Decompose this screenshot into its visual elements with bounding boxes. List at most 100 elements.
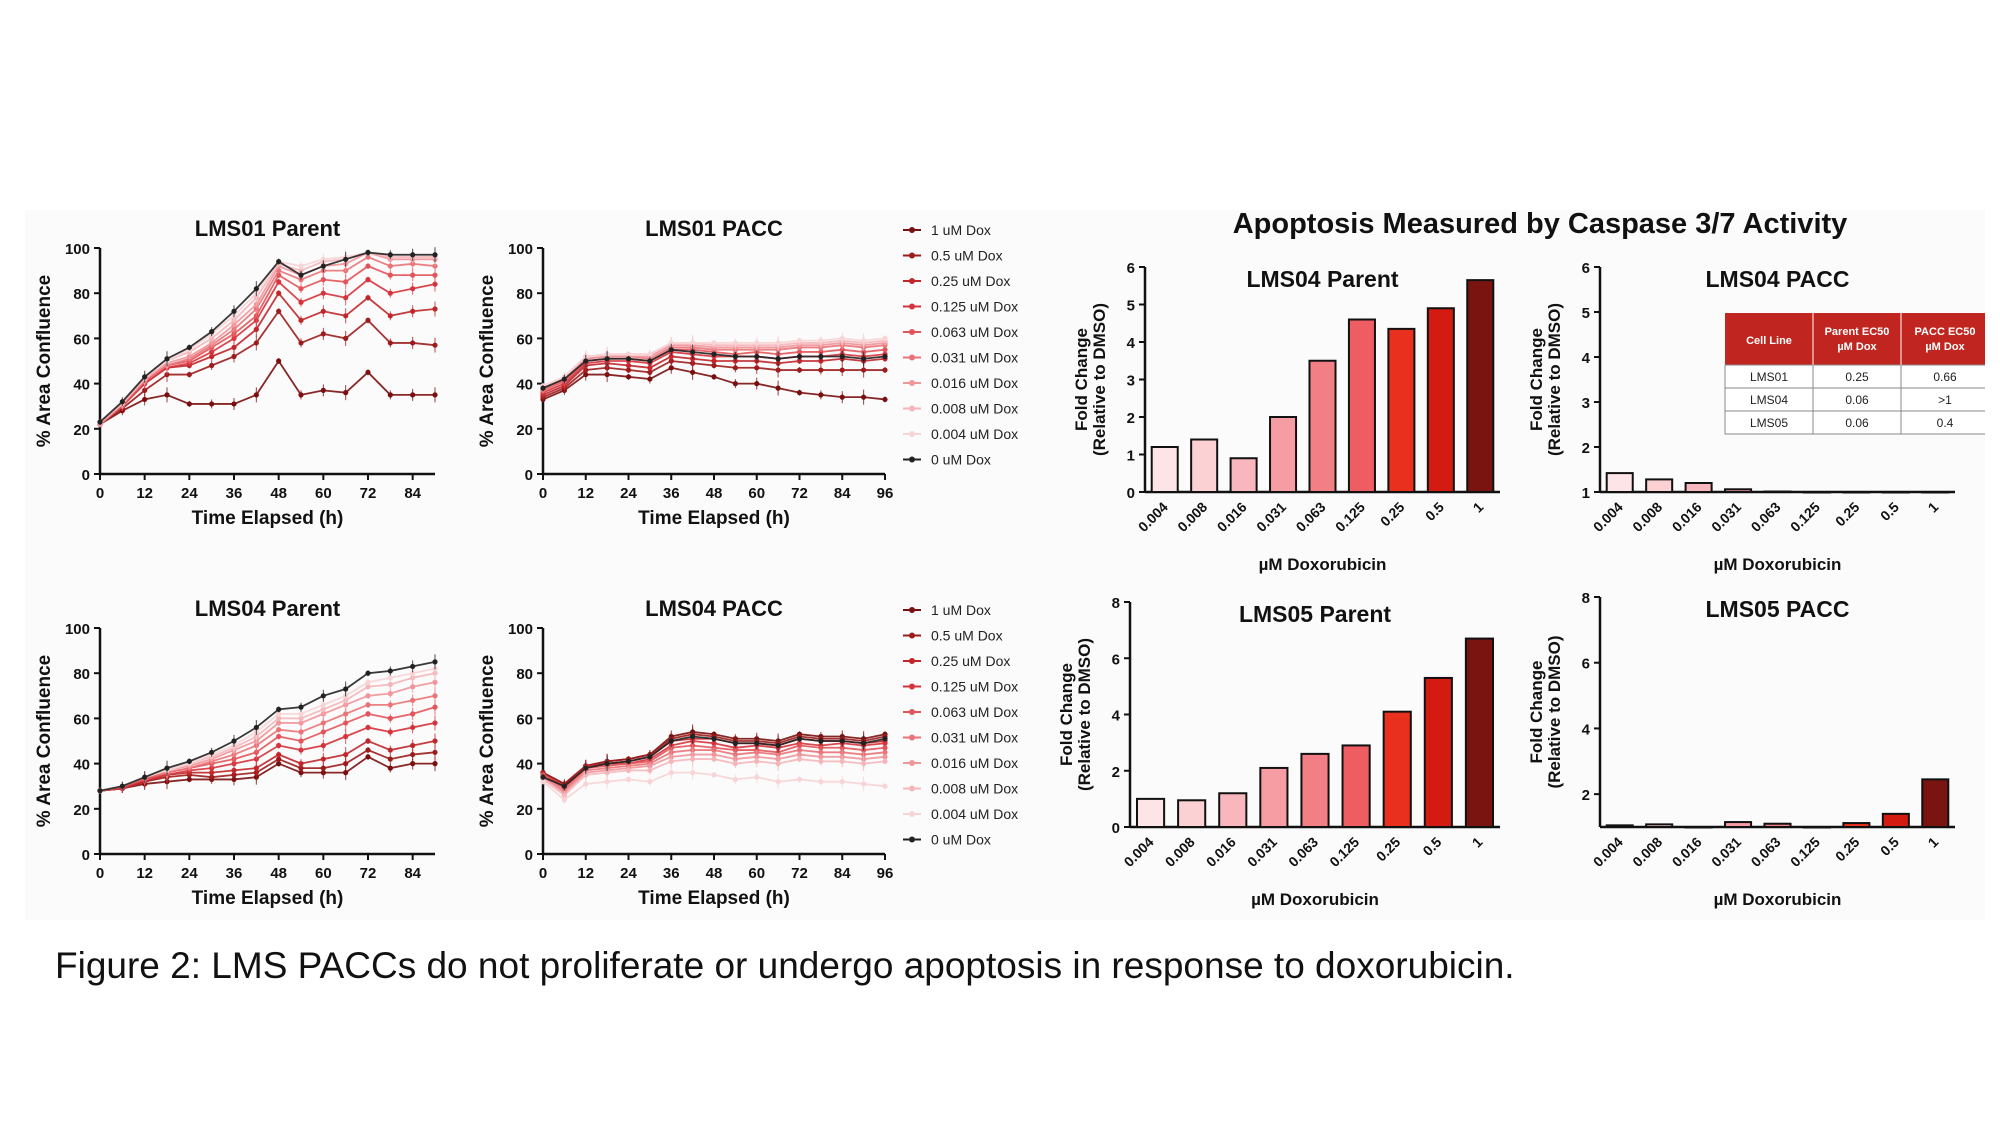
y-tick-label: 60 (73, 711, 90, 728)
data-point (625, 367, 632, 373)
legend-swatch-marker (909, 354, 915, 361)
data-point (882, 335, 888, 341)
data-point (209, 749, 215, 755)
data-point (253, 765, 259, 771)
data-point (796, 390, 803, 396)
x-tick-label: 0.031 (1244, 834, 1280, 870)
y-tick-label: 4 (1582, 350, 1591, 367)
data-point (861, 356, 867, 362)
y-tick-label: 20 (516, 422, 533, 439)
data-point (882, 754, 888, 760)
data-point (365, 702, 371, 708)
data-point (365, 295, 371, 301)
x-tick-label: 60 (748, 865, 765, 882)
y-tick-label: 100 (508, 621, 533, 638)
legend-label: 0.016 uM Dox (931, 375, 1018, 391)
y-tick-label: 4 (1112, 708, 1121, 725)
bar (1684, 826, 1713, 829)
table-header-cell: µM Dox (1837, 341, 1877, 353)
series-0-25-um-dox (97, 290, 438, 428)
data-point (253, 724, 259, 731)
data-point (732, 381, 738, 387)
data-point (561, 797, 567, 803)
y-tick-label: 40 (516, 757, 533, 774)
data-point (796, 756, 803, 762)
x-tick-label: 84 (404, 865, 421, 882)
data-point (298, 286, 304, 292)
x-tick-label: 36 (226, 485, 243, 502)
data-point (668, 758, 674, 764)
data-point (647, 763, 653, 769)
data-point (186, 344, 192, 351)
data-point (432, 720, 438, 726)
x-tick-label: 0.125 (1326, 834, 1362, 870)
x-tick-label: 12 (577, 485, 594, 502)
data-point (839, 758, 845, 764)
data-point (647, 376, 653, 382)
data-point (818, 758, 824, 764)
table-cell: 0.66 (1933, 370, 1957, 384)
bar (1466, 279, 1495, 493)
x-axis-label: Time Elapsed (h) (638, 508, 790, 529)
data-point (298, 761, 304, 767)
y-tick-label: 6 (1127, 260, 1135, 277)
series-line (99, 722, 436, 792)
data-point (668, 738, 674, 744)
legend-label: 0.016 uM Dox (931, 755, 1018, 771)
series-line (99, 661, 436, 792)
data-point (432, 749, 438, 755)
data-point (882, 367, 888, 373)
series-0-um-dox (97, 247, 438, 426)
data-point (253, 326, 259, 332)
data-point (690, 756, 696, 762)
data-point (365, 670, 371, 676)
bar (1645, 823, 1674, 828)
data-point (754, 365, 760, 371)
series-line (99, 291, 436, 425)
bar (1300, 752, 1330, 828)
data-point (298, 317, 304, 323)
x-tick-label: 12 (136, 865, 153, 882)
x-tick-label: 60 (315, 865, 332, 882)
data-point (387, 747, 393, 753)
series-line (542, 366, 886, 401)
data-point (861, 761, 867, 767)
data-point (647, 365, 653, 371)
data-point (625, 351, 632, 357)
data-point (276, 279, 282, 285)
y-axis-label: % Area Confluence (34, 655, 55, 827)
data-point (320, 290, 326, 296)
data-point (410, 286, 416, 292)
x-tick-label: 0.5 (1419, 834, 1444, 859)
y-tick-label: 2 (1582, 787, 1590, 804)
data-point (276, 742, 282, 749)
legend-swatch-marker (909, 658, 915, 664)
bar (1190, 438, 1219, 493)
y-tick-label: 6 (1582, 656, 1590, 673)
data-point (432, 659, 438, 665)
data-point (343, 686, 349, 692)
data-point (882, 783, 888, 789)
legend-label: 0.031 uM Dox (931, 730, 1018, 746)
bar (1842, 822, 1871, 828)
data-point (343, 335, 349, 341)
series-0-um-dox (540, 343, 888, 392)
data-point (231, 353, 237, 360)
series-line (99, 278, 436, 425)
data-point (276, 761, 282, 767)
y-tick-label: 40 (73, 377, 90, 394)
y-tick-label: 2 (1582, 440, 1590, 457)
x-tick-label: 0 (539, 865, 547, 882)
data-point (320, 387, 326, 393)
data-point (365, 711, 371, 717)
bar (1684, 482, 1713, 493)
x-tick-label: 84 (404, 485, 421, 502)
data-point (231, 401, 237, 407)
data-point (320, 693, 326, 699)
data-point (625, 374, 632, 380)
data-point (365, 254, 371, 260)
data-point (298, 747, 304, 753)
x-tick-label: 0.063 (1748, 499, 1784, 535)
